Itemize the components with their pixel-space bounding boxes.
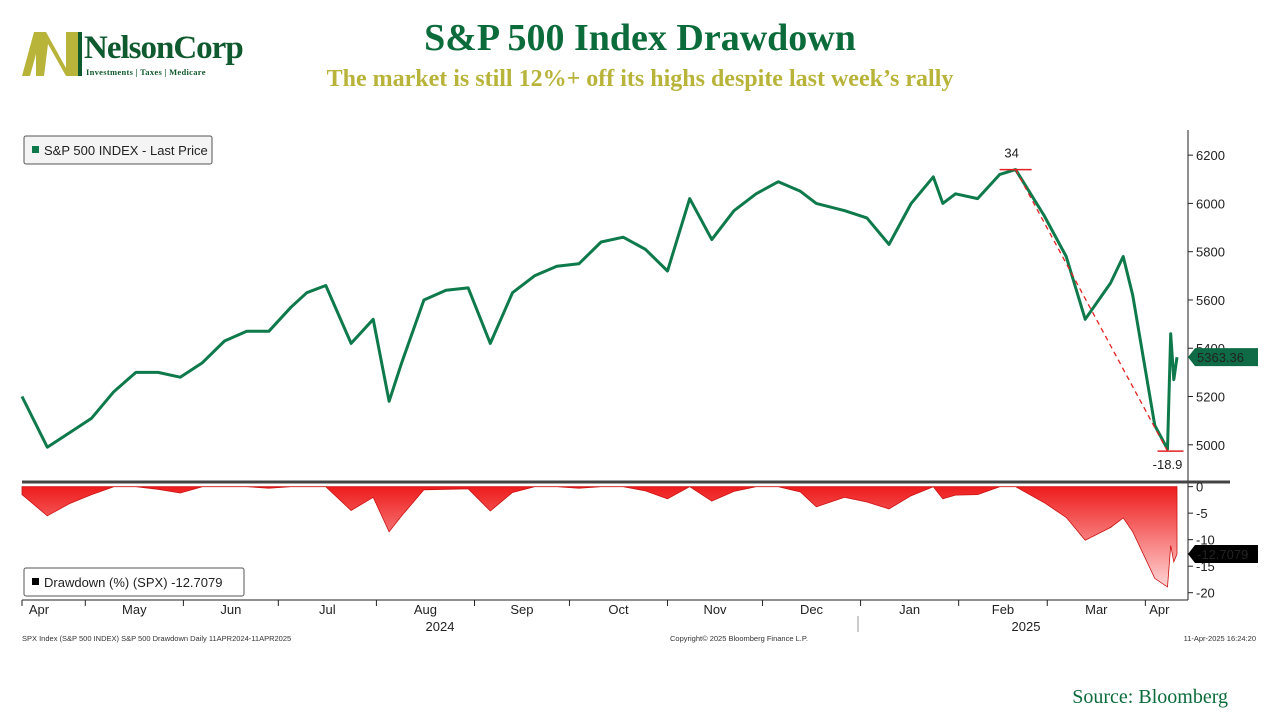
price-y-axis: 5000520054005600580060006200 [1188, 148, 1225, 453]
page-title: S&P 500 Index Drawdown [424, 17, 856, 59]
source-note: Source: Bloomberg [1072, 686, 1228, 708]
x-axis: Apr May Jun Jul Aug Sep Oct Nov Dec Jan Feb Mar Apr 2… [21, 600, 1170, 634]
drawdown-legend-label: Drawdown (%) (SPX) -12.7079 [44, 575, 222, 590]
x-tick-label: Sep [510, 602, 533, 617]
drawdown-y-tick-label: -20 [1196, 586, 1215, 601]
price-last-value: 5363.36 [1197, 350, 1244, 365]
x-tick-label: Mar [1085, 602, 1108, 617]
drawdown-y-tick-label: 0 [1196, 480, 1203, 495]
price-y-tick-label: 5000 [1196, 438, 1225, 453]
nelsoncorp-logo: NelsonCorp Investments | Taxes | Medicar… [22, 26, 244, 78]
price-legend-swatch [32, 146, 39, 153]
x-tick-label: Feb [992, 602, 1014, 617]
x-tick-label: Dec [800, 602, 824, 617]
trough-label: -18.9 [1153, 457, 1183, 472]
drawdown-y-tick-label: -10 [1196, 533, 1215, 548]
drawdown-y-tick-label: -5 [1196, 506, 1208, 521]
price-y-tick-label: 5600 [1196, 293, 1225, 308]
x-tick-label: Jun [220, 602, 241, 617]
price-panel-frame [22, 130, 1188, 482]
drawdown-legend-swatch [32, 578, 39, 585]
price-line [20, 168, 1179, 451]
price-y-tick-label: 6000 [1196, 196, 1225, 211]
x-tick-label: Apr [1149, 602, 1170, 617]
x-tick-label: May [122, 602, 147, 617]
drawdown-last-value: -12.7079 [1197, 547, 1248, 562]
x-tick-label: Oct [608, 602, 629, 617]
price-last-value-tag: 5363.36 [1188, 348, 1258, 367]
price-y-tick-label: 5800 [1196, 245, 1225, 260]
drawdown-last-value-tag: -12.7079 [1188, 544, 1258, 563]
page-subtitle: The market is still 12%+ off its highs d… [326, 66, 954, 92]
footer-copyright: Copyright© 2025 Bloomberg Finance L.P. [670, 634, 808, 643]
price-legend: S&P 500 INDEX - Last Price [23, 135, 213, 165]
drawdown-y-axis: 0-5-10-15-20 [1188, 480, 1215, 601]
x-tick-label: Nov [703, 602, 727, 617]
price-y-tick-label: 5200 [1196, 390, 1225, 405]
peak-label: 34 [1004, 146, 1018, 161]
drawdown-area [21, 486, 1178, 588]
price-y-tick-label: 6200 [1196, 148, 1225, 163]
x-year-label: 2025 [1012, 619, 1041, 634]
x-year-label: 2024 [426, 619, 455, 634]
logo-n-mark-icon [22, 32, 82, 76]
x-tick-label: Aug [414, 602, 437, 617]
x-tick-label: Jul [319, 602, 336, 617]
logo-name: NelsonCorp [84, 30, 244, 66]
footer-description: SPX Index (S&P 500 INDEX) S&P 500 Drawdo… [22, 634, 291, 643]
x-tick-label: Jan [899, 602, 920, 617]
logo-tagline: Investments | Taxes | Medicare [86, 67, 206, 77]
price-legend-label: S&P 500 INDEX - Last Price [44, 143, 208, 158]
drawdown-legend: Drawdown (%) (SPX) -12.7079 [23, 567, 245, 597]
footer-timestamp: 11-Apr-2025 16:24:20 [1184, 634, 1256, 643]
x-tick-label: Apr [29, 602, 50, 617]
